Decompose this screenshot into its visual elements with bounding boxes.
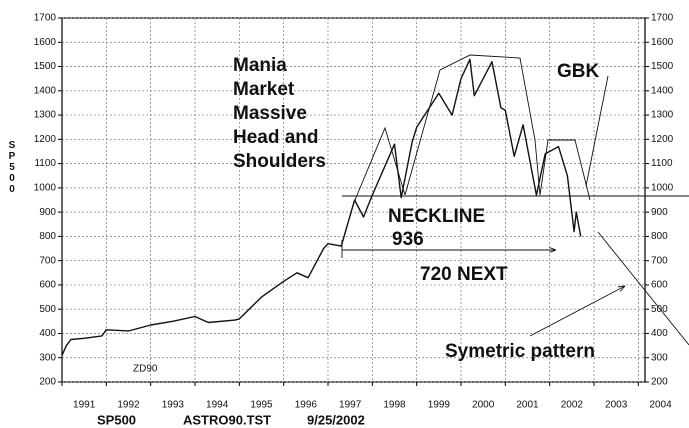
- y2-tick-label: 1500: [651, 61, 674, 72]
- annotation: Shoulders: [233, 151, 326, 172]
- y-tick-label: 1000: [34, 183, 57, 194]
- x-tick-label: 1992: [117, 400, 140, 411]
- x-tick-label: 1993: [162, 400, 185, 411]
- y-tick-label: 1600: [34, 37, 57, 48]
- x-tick-label: 2001: [516, 400, 539, 411]
- x-tick-label: 1998: [383, 400, 406, 411]
- y2-tick-label: 300: [651, 352, 668, 363]
- annotation: NECKLINE: [388, 206, 485, 227]
- y2-tick-label: 700: [651, 255, 668, 266]
- x-tick-label: 2002: [561, 400, 584, 411]
- x-tick-label: 1995: [250, 400, 273, 411]
- y-tick-label: 1100: [34, 158, 56, 169]
- x-tick-label: 2000: [472, 400, 495, 411]
- y2-tick-label: 1300: [651, 110, 674, 121]
- y-tick-label: 800: [39, 231, 56, 242]
- y2-tick-label: 200: [651, 377, 668, 388]
- annotation: 720 NEXT: [420, 264, 508, 285]
- annotation: Massive: [233, 103, 307, 124]
- symmetry-arrow: [529, 286, 625, 337]
- y-axis-label: SP500: [7, 140, 18, 195]
- y-tick-label: 1700: [34, 13, 57, 24]
- gbk-pointer: [585, 75, 609, 187]
- annotation: Mania: [233, 55, 287, 76]
- y2-tick-label: 800: [651, 231, 668, 242]
- y2-tick-label: 900: [651, 207, 668, 218]
- x-tick-label: 1996: [295, 400, 318, 411]
- annotation: 936: [392, 229, 424, 250]
- y-tick-label: 500: [39, 304, 56, 315]
- symmetry-line: [597, 231, 689, 346]
- y2-tick-label: 600: [651, 280, 668, 291]
- y-tick-label: 400: [39, 328, 56, 339]
- right-shoulder-outline: [539, 139, 591, 201]
- y2-tick-label: 400: [651, 328, 668, 339]
- x-tick-label: 1991: [73, 400, 96, 411]
- annotation: Market: [233, 79, 295, 100]
- y-tick-label: 300: [39, 352, 56, 363]
- x-tick-label: 1994: [206, 400, 229, 411]
- y-tick-label: 1300: [34, 110, 57, 121]
- x-tick-label: 1999: [428, 400, 451, 411]
- y-tick-label: 1400: [34, 85, 57, 96]
- footer-label: 9/25/2002: [307, 412, 365, 427]
- y-tick-label: 1200: [34, 134, 57, 145]
- x-tick-label: 1997: [339, 400, 362, 411]
- annotation: GBK: [557, 61, 600, 82]
- plot-frame: [61, 17, 646, 383]
- y2-tick-label: 1200: [651, 134, 674, 145]
- y2-tick-label: 500: [651, 304, 668, 315]
- y2-tick-label: 1400: [651, 85, 674, 96]
- y-tick-label: 200: [39, 377, 56, 388]
- y2-tick-label: 1100: [651, 158, 673, 169]
- y-tick-label: 1500: [34, 61, 57, 72]
- y-tick-label: 700: [39, 255, 56, 266]
- footer-label: ASTRO90.TST: [183, 412, 271, 427]
- x-tick-label: 2003: [605, 400, 628, 411]
- y-tick-label: 600: [39, 280, 56, 291]
- y2-tick-label: 1000: [651, 183, 674, 194]
- head-outline: [404, 54, 541, 196]
- annotation: ZD90: [133, 364, 158, 375]
- y2-tick-label: 1700: [651, 13, 674, 24]
- price-line: [61, 58, 582, 356]
- annotation: Symetric pattern: [445, 341, 595, 362]
- y2-tick-label: 1600: [651, 37, 674, 48]
- y-tick-label: 900: [39, 207, 56, 218]
- footer-label: SP500: [97, 412, 136, 427]
- annotation: Head and: [233, 127, 319, 148]
- x-tick-label: 2004: [649, 400, 672, 411]
